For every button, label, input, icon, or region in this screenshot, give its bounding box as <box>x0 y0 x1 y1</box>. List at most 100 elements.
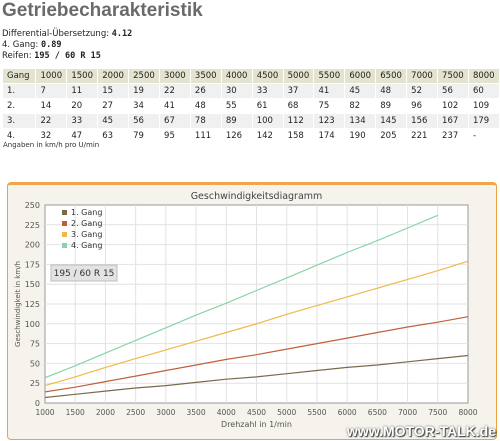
chart-title: Geschwindigkeitsdiagramm <box>191 191 323 202</box>
y-tick-label: 125 <box>25 300 40 309</box>
fourth-gear-value: 0.89 <box>40 40 62 50</box>
speed-cell: 19 <box>129 84 160 98</box>
speed-cell: 45 <box>345 84 376 98</box>
legend-swatch <box>62 210 67 215</box>
series-line-4-gang <box>44 214 439 379</box>
y-axis-label: Geschwindigkeit in km/h <box>14 261 22 347</box>
series-line-1-gang <box>44 354 469 399</box>
differential-label: Differential-Übersetzung: <box>2 29 112 39</box>
speed-cell: 112 <box>283 114 314 128</box>
speed-cell: 27 <box>98 99 129 113</box>
speed-cell: 95 <box>160 129 190 143</box>
speed-cell: 174 <box>314 129 345 143</box>
x-tick-label: 2000 <box>96 408 115 417</box>
speed-cell: 48 <box>376 84 407 98</box>
speed-cell: 134 <box>345 114 376 128</box>
speed-cell: 102 <box>438 99 468 113</box>
speed-cell: 205 <box>376 129 407 143</box>
table-header-cell: 7500 <box>438 69 468 83</box>
legend-swatch <box>62 221 67 226</box>
gear-table: Gang 1000 1500 2000 2500 3000 3500 4000 4500 5000… <box>2 68 500 144</box>
gear-label-cell: 1. <box>3 84 36 98</box>
table-header-cell: 6000 <box>345 69 376 83</box>
speed-cell: 22 <box>36 114 67 128</box>
table-row: 4. 32 47 63 79 95 111 126 142 158 174 190 205 221 237- <box>3 129 499 143</box>
table-header-cell: Gang <box>3 69 36 83</box>
y-tick-label: 250 <box>25 201 40 210</box>
y-tick-label: 0 <box>35 399 40 408</box>
x-tick-label: 5500 <box>307 408 326 417</box>
y-tick-label: 75 <box>30 340 40 349</box>
speed-cell: 60 <box>468 84 499 98</box>
table-header-cell: 5500 <box>314 69 345 83</box>
table-header-cell: 4500 <box>252 69 283 83</box>
gear-label-cell: 4. <box>3 129 36 143</box>
legend-swatch <box>62 232 67 237</box>
legend-entry: 4. Gang <box>71 241 102 250</box>
speed-cell: 142 <box>252 129 283 143</box>
y-tick-label: 25 <box>30 379 40 388</box>
speed-cell: 52 <box>407 84 438 98</box>
fourth-gear-info: 4. Gang: 0.89 <box>2 40 61 51</box>
legend-entry: 2. Gang <box>71 219 102 228</box>
table-header-cell: 6500 <box>376 69 407 83</box>
y-tick-label: 50 <box>30 359 40 368</box>
speed-cell: - <box>468 129 499 143</box>
x-tick-label: 2500 <box>126 408 145 417</box>
gear-label-cell: 2. <box>3 99 36 113</box>
table-header-cell: 4000 <box>221 69 252 83</box>
table-header-cell: 7000 <box>407 69 438 83</box>
differential-value: 4.12 <box>111 29 133 39</box>
x-tick-label: 6500 <box>368 408 387 417</box>
speed-cell: 123 <box>314 114 345 128</box>
speed-cell: 22 <box>160 84 190 98</box>
speed-cell: 179 <box>468 114 499 128</box>
table-row: 2. 14 20 27 34 41 48 55 61 68 75 82 89 96 102 109 <box>3 99 499 113</box>
table-header-cell: 2500 <box>129 69 160 83</box>
tire-info: Reifen: 195 / 60 R 15 <box>2 51 101 62</box>
x-tick-label: 5000 <box>277 408 296 417</box>
fourth-gear-label: 4. Gang: <box>2 40 41 50</box>
speed-cell: 100 <box>252 114 283 128</box>
legend-swatch <box>62 243 67 248</box>
speed-cell: 47 <box>67 129 98 143</box>
x-tick-label: 8000 <box>458 408 477 417</box>
x-tick-label: 4000 <box>217 408 236 417</box>
y-tick-label: 175 <box>25 260 40 269</box>
legend-entry: 1. Gang <box>71 208 102 217</box>
y-tick-label: 100 <box>25 320 40 329</box>
speed-cell: 111 <box>190 129 221 143</box>
speed-cell: 82 <box>345 99 376 113</box>
speed-cell: 89 <box>376 99 407 113</box>
table-row: 1. 7 11 15 19 22 26 30 33 37 41 45 48 52 56 60 <box>3 84 499 98</box>
speed-cell: 37 <box>283 84 314 98</box>
tire-annotation-box <box>50 264 118 282</box>
series-line-2-gang <box>44 316 469 393</box>
speed-cell: 15 <box>98 84 129 98</box>
speed-cell: 158 <box>283 129 314 143</box>
speed-cell: 237 <box>438 129 468 143</box>
table-header-cell: 5000 <box>283 69 314 83</box>
speed-cell: 190 <box>345 129 376 143</box>
x-tick-label: 1000 <box>35 408 54 417</box>
speed-cell: 61 <box>252 99 283 113</box>
speed-cell: 89 <box>221 114 252 128</box>
speed-cell: 221 <box>407 129 438 143</box>
legend-entry: 3. Gang <box>71 230 102 239</box>
x-tick-label: 1500 <box>66 408 85 417</box>
differential-info: Differential-Übersetzung: 4.12 <box>2 29 132 40</box>
tire-label: Reifen: <box>2 51 35 61</box>
table-header-cell: 2000 <box>98 69 129 83</box>
page-title: Getriebecharakteristik <box>2 0 203 21</box>
speed-cell: 33 <box>67 114 98 128</box>
table-header-cell: 3000 <box>160 69 190 83</box>
speed-cell: 56 <box>438 84 468 98</box>
speed-cell: 56 <box>129 114 160 128</box>
series-line-3-gang <box>44 260 469 387</box>
tire-value: 195 / 60 R 15 <box>34 51 101 61</box>
speed-cell: 45 <box>98 114 129 128</box>
x-tick-label: 7500 <box>428 408 447 417</box>
x-axis-label: Drehzahl in 1/min <box>221 420 292 429</box>
speed-cell: 41 <box>314 84 345 98</box>
